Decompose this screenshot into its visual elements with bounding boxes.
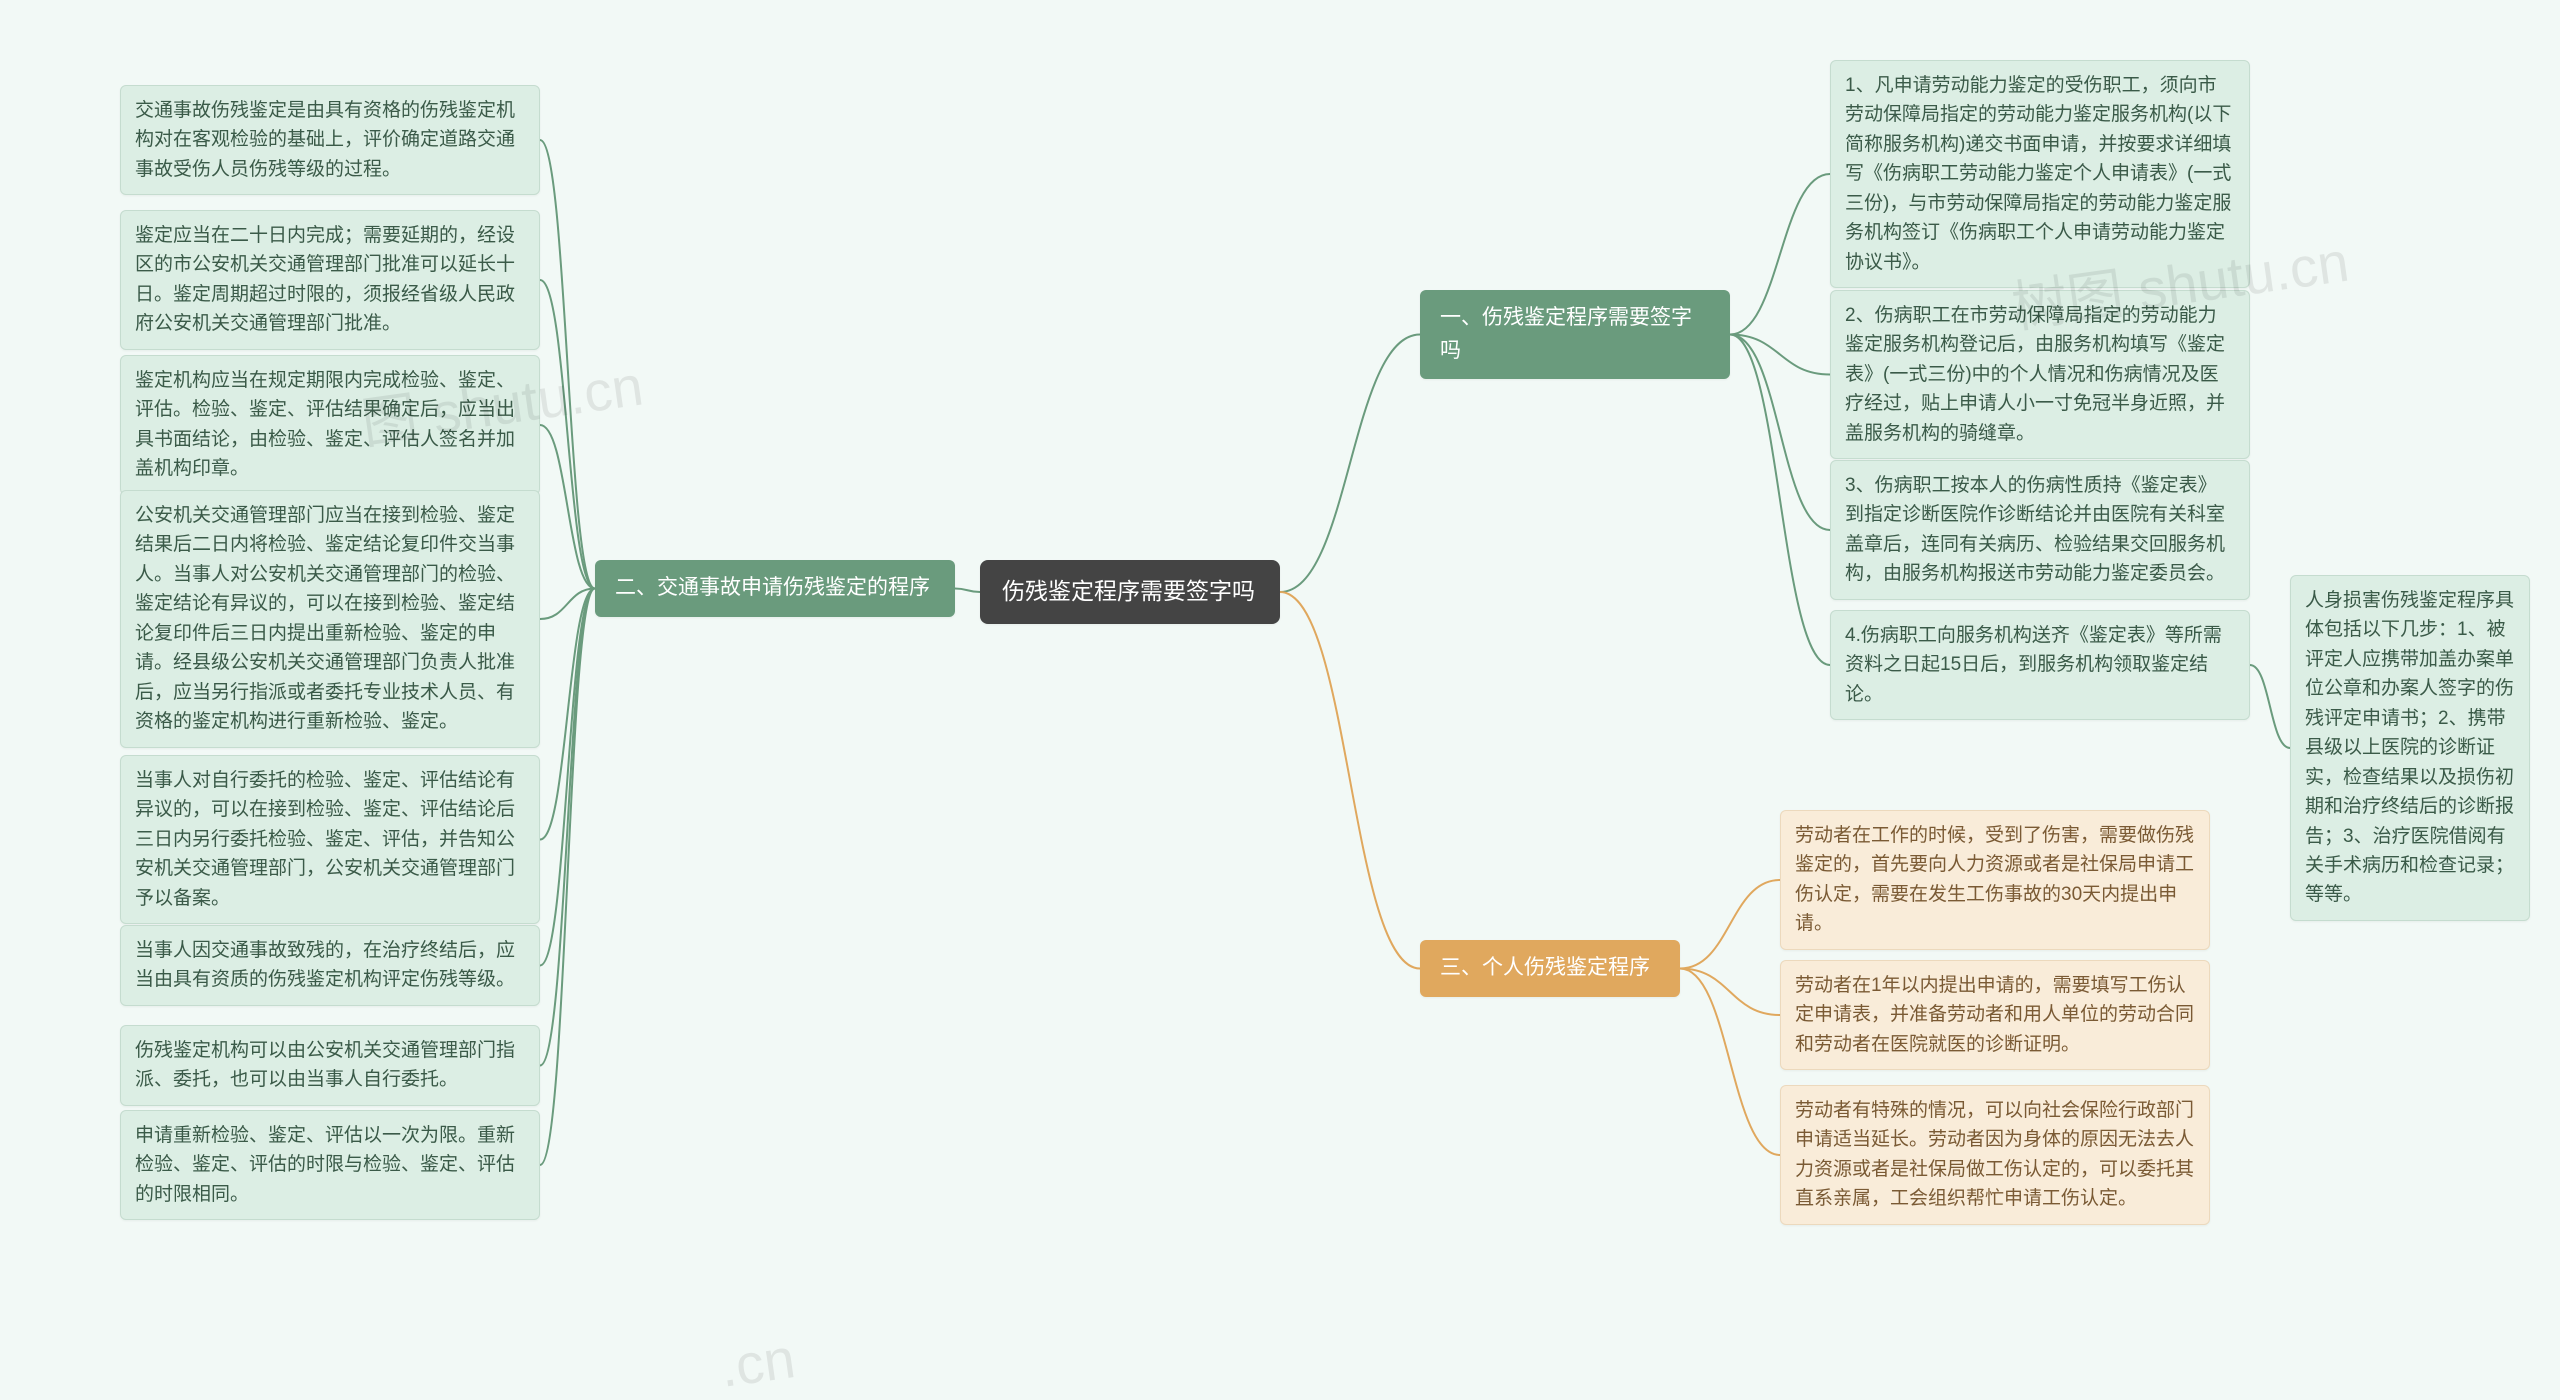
leaf-s2c1: 交通事故伤残鉴定是由具有资格的伤残鉴定机构对在客观检验的基础上，评价确定道路交通… — [120, 85, 540, 195]
connector — [540, 425, 595, 589]
connector — [2250, 665, 2290, 748]
leaf-s2c8: 申请重新检验、鉴定、评估以一次为限。重新检验、鉴定、评估的时限与检验、鉴定、评估… — [120, 1110, 540, 1220]
leaf-s1c4: 4.伤病职工向服务机构送齐《鉴定表》等所需资料之日起15日后，到服务机构领取鉴定… — [1830, 610, 2250, 720]
leaf-s1c3: 3、伤病职工按本人的伤病性质持《鉴定表》到指定诊断医院作诊断结论并由医院有关科室… — [1830, 460, 2250, 600]
leaf-s2c6: 当事人因交通事故致残的，在治疗终结后，应当由具有资质的伤残鉴定机构评定伤残等级。 — [120, 925, 540, 1006]
section-s1: 一、伤残鉴定程序需要签字吗 — [1420, 290, 1730, 379]
section-s3: 三、个人伤残鉴定程序 — [1420, 940, 1680, 997]
connector — [1730, 335, 1830, 666]
connector — [1280, 592, 1420, 969]
connector — [540, 589, 595, 840]
connector — [1680, 880, 1780, 969]
connector — [1680, 969, 1780, 1016]
leaf-s3c2: 劳动者在1年以内提出申请的，需要填写工伤认定申请表，并准备劳动者和用人单位的劳动… — [1780, 960, 2210, 1070]
leaf-s3c3: 劳动者有特殊的情况，可以向社会保险行政部门申请适当延长。劳动者因为身体的原因无法… — [1780, 1085, 2210, 1225]
leaf-s1c1: 1、凡申请劳动能力鉴定的受伤职工，须向市劳动保障局指定的劳动能力鉴定服务机构(以… — [1830, 60, 2250, 288]
leaf-s2c7: 伤残鉴定机构可以由公安机关交通管理部门指派、委托，也可以由当事人自行委托。 — [120, 1025, 540, 1106]
connector — [1730, 335, 1830, 531]
connector — [540, 589, 595, 620]
connector — [955, 589, 980, 593]
connector — [1730, 335, 1830, 375]
section-s2: 二、交通事故申请伤残鉴定的程序 — [595, 560, 955, 617]
leaf-s2c5: 当事人对自行委托的检验、鉴定、评估结论有异议的，可以在接到检验、鉴定、评估结论后… — [120, 755, 540, 924]
root-node: 伤残鉴定程序需要签字吗 — [980, 560, 1280, 624]
leaf-s2c3: 鉴定机构应当在规定期限内完成检验、鉴定、评估。检验、鉴定、评估结果确定后，应当出… — [120, 355, 540, 495]
leaf-s3c1: 劳动者在工作的时候，受到了伤害，需要做伤残鉴定的，首先要向人力资源或者是社保局申… — [1780, 810, 2210, 950]
leaf-s1c2: 2、伤病职工在市劳动保障局指定的劳动能力鉴定服务机构登记后，由服务机构填写《鉴定… — [1830, 290, 2250, 459]
connector — [540, 589, 595, 1066]
connector — [540, 140, 595, 589]
watermark: .cn — [716, 1325, 799, 1400]
connector — [1730, 174, 1830, 335]
connector — [540, 589, 595, 1166]
connector — [1280, 335, 1420, 593]
connector — [1680, 969, 1780, 1156]
connector — [540, 589, 595, 966]
leaf-s2c4: 公安机关交通管理部门应当在接到检验、鉴定结果后二日内将检验、鉴定结论复印件交当事… — [120, 490, 540, 748]
connector — [540, 280, 595, 589]
leaf-s2c2: 鉴定应当在二十日内完成；需要延期的，经设区的市公安机关交通管理部门批准可以延长十… — [120, 210, 540, 350]
leaf-s1c4a: 人身损害伤残鉴定程序具体包括以下几步：1、被评定人应携带加盖办案单位公章和办案人… — [2290, 575, 2530, 921]
